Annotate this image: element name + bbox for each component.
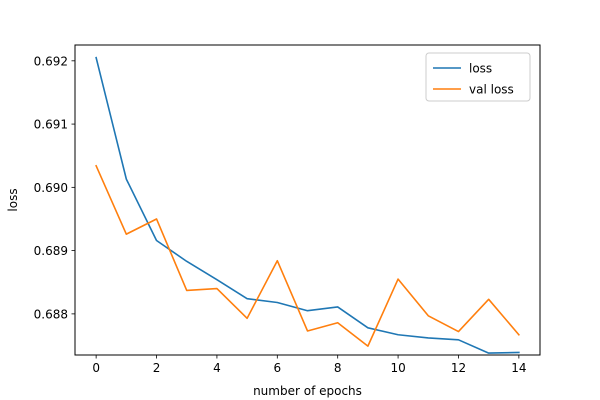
x-tick-label: 12 <box>451 361 466 375</box>
x-tick-label: 2 <box>153 361 161 375</box>
x-tick-label: 8 <box>334 361 342 375</box>
legend: loss val loss <box>425 52 531 102</box>
y-tick-label: 0.689 <box>34 244 68 258</box>
x-tick-label: 4 <box>213 361 221 375</box>
series-line-loss <box>95 56 520 354</box>
legend-entry-label: loss <box>469 62 492 76</box>
x-tick-label: 14 <box>511 361 526 375</box>
x-axis-label: number of epochs <box>253 384 362 398</box>
y-tick-label: 0.691 <box>34 118 68 132</box>
legend-entry-label: val loss <box>469 83 514 97</box>
plot-frame <box>74 44 541 356</box>
x-tick-label: 0 <box>92 361 100 375</box>
series-layer <box>95 56 520 354</box>
y-tick-label: 0.692 <box>34 54 68 68</box>
x-tick-label: 6 <box>273 361 281 375</box>
series-line-val-loss <box>95 164 520 347</box>
x-tick-label: 10 <box>390 361 405 375</box>
y-axis-ticks: 0.688 0.689 0.690 0.691 0.692 <box>34 54 75 321</box>
y-tick-label: 0.688 <box>34 307 68 321</box>
y-axis-label: loss <box>6 188 20 211</box>
x-axis-ticks: 0 2 4 6 8 10 12 14 <box>92 355 527 375</box>
y-tick-label: 0.690 <box>34 181 68 195</box>
